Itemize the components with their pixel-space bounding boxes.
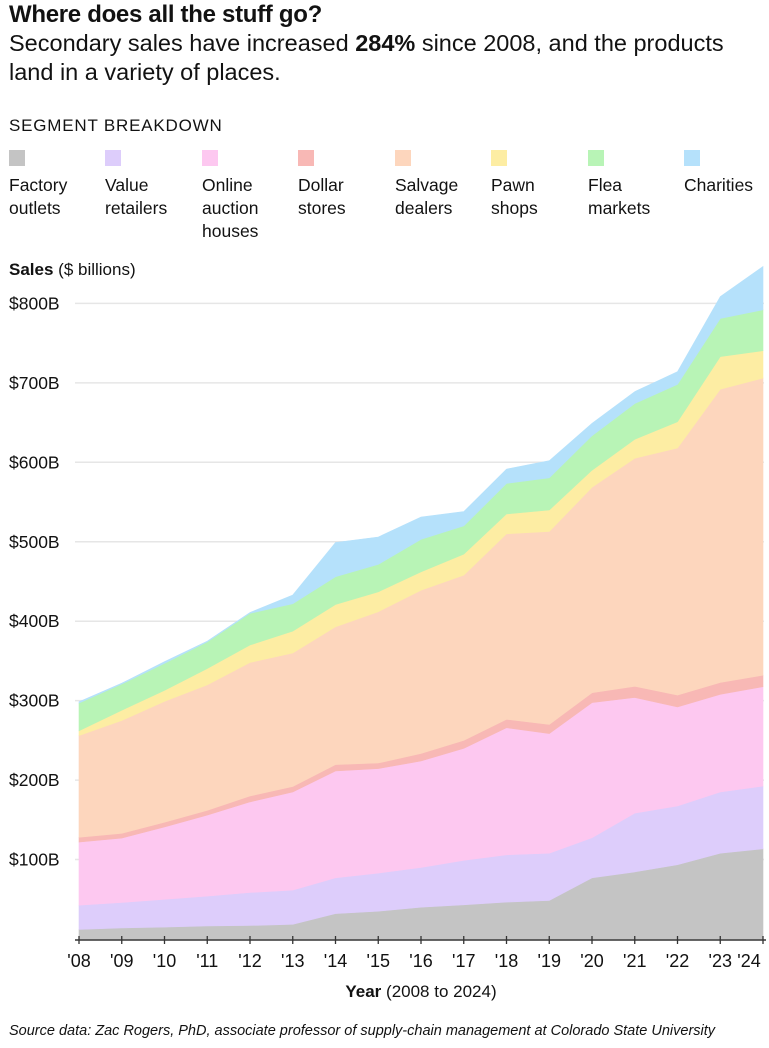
x-tick-label: '16 (409, 951, 432, 971)
y-axis-title-unit: ($ billions) (53, 260, 136, 279)
stacked-area-chart: $100B $200B $300B $400B $500B $600B $700B $800B… (9, 265, 766, 1001)
area-charities (78, 265, 764, 704)
y-tick-label: $500B (9, 532, 60, 552)
legend: Factory outlets Value retailers Online auc… (0, 150, 769, 243)
legend-label: Flea markets (588, 175, 651, 218)
y-tick-label: $100B (9, 850, 60, 870)
legend-swatch (588, 150, 604, 166)
legend-item-pawn-shops: Pawn shops (491, 150, 583, 220)
y-tick-label: $400B (9, 611, 60, 631)
legend-item-value-retailers: Value retailers (105, 150, 197, 220)
legend-title: SEGMENT BREAKDOWN (9, 116, 223, 135)
legend-item-factory-outlets: Factory outlets (9, 150, 101, 220)
x-tick-label: '10 (153, 951, 176, 971)
y-axis-title-bold: Sales (9, 260, 54, 279)
x-axis-title: Year (2008 to 2024) (345, 982, 496, 1001)
y-tick-label: $300B (9, 691, 60, 711)
y-axis-title: Sales ($ billions) (9, 259, 136, 281)
x-axis-title-range: (2008 to 2024) (381, 982, 496, 1001)
x-axis: '08 '09 '10 '11 '12 '13 '14 '15 '16 '17 '18 '19 '20 '… (67, 936, 766, 971)
chart-title: Where does all the stuff go? (9, 1, 322, 28)
y-tick-label: $700B (9, 373, 60, 393)
x-tick-label: '11 (196, 951, 218, 971)
x-tick-label: '24 (737, 951, 760, 971)
legend-label: Value retailers (105, 175, 168, 218)
legend-item-dollar-stores: Dollar stores (298, 150, 390, 220)
x-tick-label: '21 (623, 951, 646, 971)
legend-swatch (202, 150, 218, 166)
legend-label: Factory outlets (9, 175, 68, 218)
legend-item-charities: Charities (684, 150, 769, 197)
x-tick-label: '12 (238, 951, 261, 971)
x-tick-label: '18 (495, 951, 518, 971)
legend-swatch (684, 150, 700, 166)
legend-item-salvage-dealers: Salvage dealers (395, 150, 487, 220)
source-note: Source data: Zac Rogers, PhD, associate … (9, 1023, 716, 1039)
legend-swatch (9, 150, 25, 166)
x-tick-label: '17 (452, 951, 475, 971)
x-tick-label: '22 (666, 951, 689, 971)
legend-swatch (298, 150, 314, 166)
area-series (78, 265, 764, 940)
legend-item-flea-markets: Flea markets (588, 150, 680, 220)
x-tick-label: '20 (580, 951, 603, 971)
x-tick-label: '23 (709, 951, 732, 971)
x-tick-label: '08 (67, 951, 90, 971)
x-tick-label: '14 (324, 951, 347, 971)
legend-item-online-auction-houses: Online auction houses (202, 150, 294, 243)
subtitle-text-post: since 2008, and the products land in a v… (9, 30, 724, 85)
legend-swatch (491, 150, 507, 166)
chart-subtitle: Secondary sales have increased 284% sinc… (9, 29, 749, 87)
y-tick-label: $800B (9, 293, 60, 313)
y-tick-label: $600B (9, 452, 60, 472)
subtitle-highlight-percent: 284% (355, 30, 416, 56)
x-tick-label: '19 (538, 951, 561, 971)
x-tick-label: '13 (281, 951, 304, 971)
legend-swatch (395, 150, 411, 166)
legend-label: Online auction houses (202, 175, 259, 241)
y-axis-ticks: $100B $200B $300B $400B $500B $600B $700B $800B (9, 293, 60, 869)
legend-label: Charities (684, 175, 754, 195)
x-tick-label: '15 (367, 951, 390, 971)
y-tick-label: $200B (9, 770, 60, 790)
x-tick-label: '09 (110, 951, 133, 971)
legend-swatch (105, 150, 121, 166)
legend-label: Pawn shops (491, 175, 538, 218)
x-axis-title-bold: Year (345, 982, 381, 1001)
legend-label: Salvage dealers (395, 175, 459, 218)
legend-label: Dollar stores (298, 175, 346, 218)
subtitle-text-pre: Secondary sales have increased (9, 30, 356, 56)
